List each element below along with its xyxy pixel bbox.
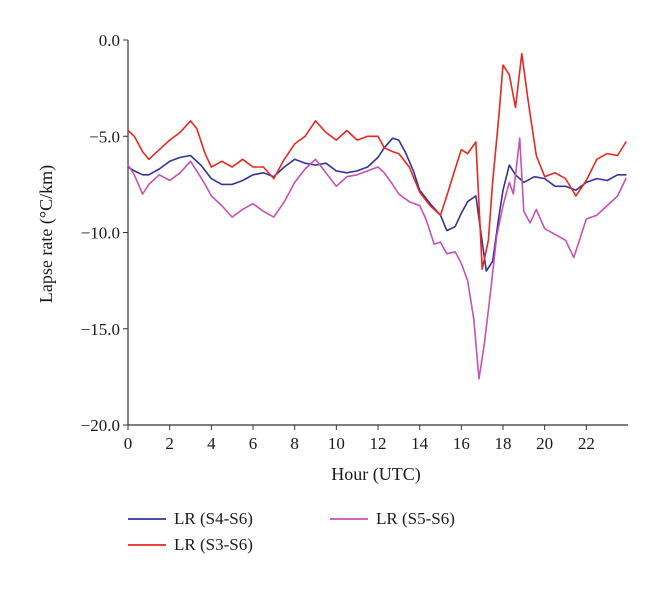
x-tick-label: 20 — [536, 434, 553, 453]
x-tick-label: 22 — [578, 434, 595, 453]
legend-label-3: LR (S5-S6) — [376, 509, 455, 528]
series-line-1 — [127, 137, 627, 272]
x-tick-label: 14 — [411, 434, 429, 453]
x-tick-label: 6 — [249, 434, 258, 453]
series-layer — [127, 52, 627, 380]
y-axis-title: Lapse rate (°C/km) — [36, 165, 57, 303]
legend-label-2: LR (S3-S6) — [174, 535, 253, 554]
legend-label-1: LR (S4-S6) — [174, 509, 253, 528]
y-tick-label: 0.0 — [99, 31, 120, 50]
x-tick-label: 12 — [370, 434, 387, 453]
x-tick-label: 4 — [207, 434, 216, 453]
x-tick-label: 0 — [124, 434, 133, 453]
axes-layer: 0 2 4 6 8 10 12 14 16 18 20 22 0.0 −5.0 −10.0 −15.0 −20.… — [81, 31, 595, 453]
x-axis-title: Hour (UTC) — [331, 464, 420, 485]
y-tick-label: −20.0 — [81, 416, 120, 435]
x-tick-label: 10 — [328, 434, 345, 453]
x-tick-label: 16 — [453, 434, 470, 453]
x-tick-label: 2 — [165, 434, 174, 453]
y-tick-label: −10.0 — [81, 224, 120, 243]
legend: LR (S4-S6) LR (S3-S6) LR (S5-S6) — [128, 509, 455, 554]
series-line-3 — [127, 137, 627, 380]
x-tick-label: 8 — [290, 434, 299, 453]
series-line-2 — [127, 52, 627, 270]
y-tick-label: −15.0 — [81, 320, 120, 339]
x-tick-label: 18 — [495, 434, 512, 453]
y-tick-label: −5.0 — [89, 127, 120, 146]
